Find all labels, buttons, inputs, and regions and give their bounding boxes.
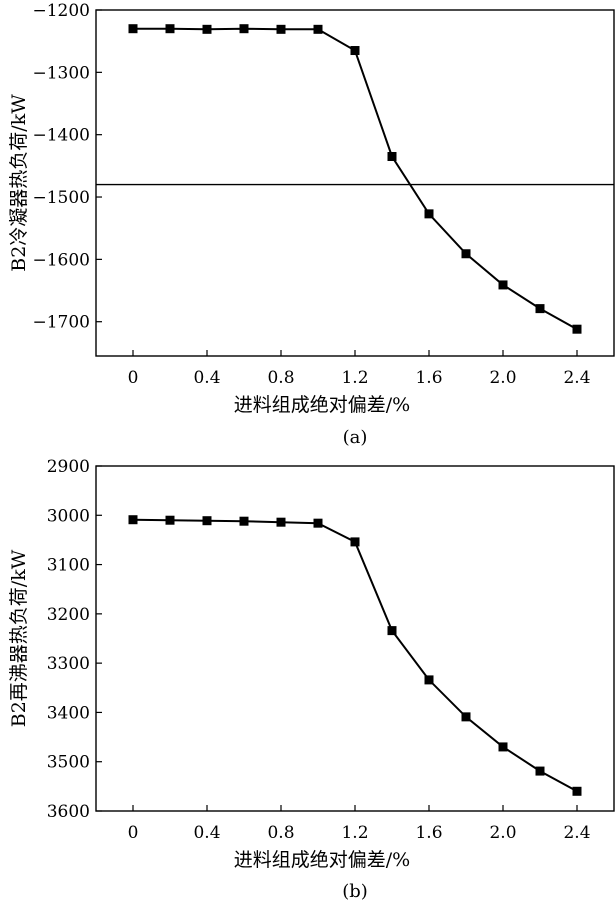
y-tick-label: −1500 — [32, 188, 90, 208]
data-point-marker — [165, 515, 175, 525]
x-tick-label: 0.8 — [267, 823, 294, 843]
y-axis-label: B2再沸器热负荷/kW — [8, 549, 30, 727]
data-point-marker — [202, 516, 212, 526]
x-tick-label: 1.2 — [341, 368, 368, 388]
data-point-marker — [498, 280, 508, 290]
data-point-marker — [276, 24, 286, 34]
data-point-marker — [387, 152, 397, 162]
series-line — [132, 518, 578, 793]
x-axis-label: 进料组成绝对偏差/% — [234, 394, 410, 416]
x-axis-label: 进料组成绝对偏差/% — [234, 849, 410, 871]
y-tick-label: −1200 — [32, 1, 90, 21]
y-tick-label: 3100 — [47, 556, 90, 576]
data-point-marker — [128, 515, 138, 525]
y-tick-label: 3600 — [47, 802, 90, 822]
x-tick-label: 2.0 — [489, 823, 516, 843]
x-tick-label: 0 — [128, 368, 139, 388]
data-point-marker — [535, 304, 545, 314]
y-tick-label: −1700 — [32, 313, 90, 333]
data-point-marker — [165, 24, 175, 34]
y-tick-label: −1600 — [32, 250, 90, 270]
x-tick-label: 1.6 — [415, 823, 442, 843]
y-tick-label: 3200 — [47, 605, 90, 625]
y-tick-label: 3000 — [47, 506, 90, 526]
y-tick-label: 3300 — [47, 654, 90, 674]
data-point-marker — [498, 742, 508, 752]
y-tick-label: 2900 — [47, 457, 90, 477]
y-tick-label: 3500 — [47, 753, 90, 773]
x-tick-label: 2.4 — [563, 823, 590, 843]
data-point-marker — [424, 675, 434, 685]
data-point-marker — [202, 24, 212, 34]
x-tick-label: 0.4 — [193, 823, 220, 843]
data-point-marker — [276, 517, 286, 527]
data-point-marker — [535, 766, 545, 776]
data-point-marker — [424, 209, 434, 219]
data-point-marker — [313, 24, 323, 34]
data-point-marker — [461, 712, 471, 722]
y-tick-label: −1400 — [32, 126, 90, 146]
x-tick-label: 2.0 — [489, 368, 516, 388]
chart-panel-a: 0 0.4 0.8 1.2 1.6 2.0 2.4 −1200 −1300 −1400 −1500 −… — [8, 1, 615, 448]
data-point-marker — [572, 786, 582, 796]
data-point-marker — [350, 46, 360, 56]
x-tick-label: 2.4 — [563, 368, 590, 388]
panel-caption: (b) — [342, 881, 368, 902]
data-point-marker — [387, 626, 397, 636]
y-axis-label: B2冷凝器热负荷/kW — [8, 94, 30, 272]
chart-panel-b: 0 0.4 0.8 1.2 1.6 2.0 2.4 2900 3000 3100 3200 3300 3… — [8, 457, 615, 902]
x-tick-label: 0 — [128, 823, 139, 843]
panel-caption: (a) — [343, 427, 368, 448]
y-tick-label: −1300 — [32, 63, 90, 83]
x-tick-label: 0.4 — [193, 368, 220, 388]
plot-frame — [95, 9, 615, 357]
y-tick-label: 3400 — [47, 703, 90, 723]
series-line — [133, 27, 578, 331]
x-tick-label: 1.6 — [415, 368, 442, 388]
data-point-marker — [239, 24, 249, 34]
data-point-marker — [313, 518, 323, 528]
data-point-marker — [572, 324, 582, 334]
data-point-marker — [239, 516, 249, 526]
data-point-marker — [128, 24, 138, 34]
data-point-marker — [350, 537, 360, 547]
x-tick-label: 1.2 — [341, 823, 368, 843]
x-tick-label: 0.8 — [267, 368, 294, 388]
data-point-marker — [461, 249, 471, 259]
